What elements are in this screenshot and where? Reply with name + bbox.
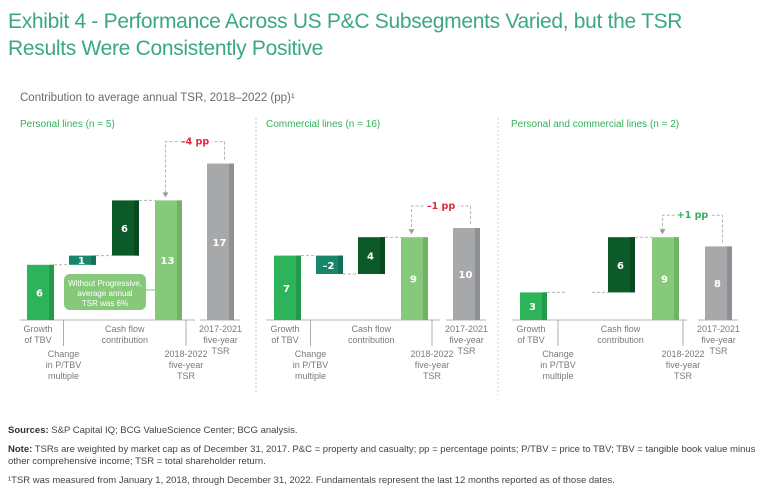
bar-cash-flow-shade — [134, 200, 139, 256]
chart-subtitle: Contribution to average annual TSR, 2018… — [20, 92, 295, 104]
footnote: ¹TSR was measured from January 1, 2018, … — [8, 475, 615, 486]
axis-label-change-ptbv: multiple — [295, 371, 326, 381]
bar-value-label: 8 — [714, 279, 721, 290]
axis-label-tsr-2018-2022: TSR — [674, 371, 693, 381]
axis-label-tsr-2017-2021: 2017-2021 — [445, 324, 488, 334]
axis-label-change-ptbv: multiple — [48, 371, 79, 381]
delta-label-bg — [675, 208, 710, 221]
axis-label-change-ptbv: Change — [542, 349, 574, 359]
axis-label-tsr-2017-2021: TSR — [458, 346, 477, 356]
sources-label: Sources: — [8, 425, 49, 436]
sources-note: Sources: S&P Capital IQ; BCG ValueScienc… — [8, 425, 763, 437]
panel-title-personal: Personal lines (n = 5) — [20, 119, 115, 130]
axis-label-tsr-2018-2022: five-year — [415, 360, 450, 370]
bar-value-label: 3 — [529, 302, 536, 313]
axis-label-change-ptbv: in P/TBV — [46, 360, 82, 370]
axis-label-change-ptbv: multiple — [542, 371, 573, 381]
note: Note: TSRs are weighted by market cap as… — [8, 444, 763, 468]
axis-label-change-ptbv: in P/TBV — [293, 360, 329, 370]
axis-label-tsr-2017-2021: five-year — [701, 335, 736, 345]
bar-value-label: 9 — [410, 275, 417, 286]
axis-label-tsr-2017-2021: TSR — [710, 346, 729, 356]
bar-value-label: 6 — [121, 224, 128, 235]
axis-label-cash-flow: Cash flow — [351, 324, 391, 334]
bar-value-label: 10 — [459, 270, 473, 281]
delta-label: –1 pp — [427, 201, 455, 212]
axis-label-tsr-2017-2021: 2017-2021 — [697, 324, 740, 334]
axis-label-change-ptbv: Change — [295, 349, 327, 359]
bar-tsr-2017-2021-shade — [229, 163, 234, 320]
bar-change-ptbv-shade — [338, 255, 343, 274]
title-line-1: Exhibit 4 - Performance Across US P&C Su… — [8, 10, 683, 33]
axis-label-growth-tbv: of TBV — [271, 335, 298, 345]
axis-label-growth-tbv: Growth — [516, 324, 545, 334]
axis-label-tsr-2017-2021: five-year — [203, 335, 238, 345]
callout-box — [64, 274, 146, 310]
bar-change-ptbv — [316, 255, 343, 274]
axis-label-tsr-2018-2022: five-year — [169, 360, 204, 370]
callout-text: Without Progressive, — [68, 279, 142, 288]
sources-text: S&P Capital IQ; BCG ValueScience Center;… — [48, 425, 298, 436]
note-text: TSRs are weighted by market cap as of De… — [8, 444, 756, 467]
axis-label-tsr-2018-2022: five-year — [666, 360, 701, 370]
bar-value-label: 7 — [283, 284, 290, 295]
axis-label-change-ptbv: in P/TBV — [540, 360, 576, 370]
axis-label-tsr-2018-2022: TSR — [177, 371, 196, 381]
axis-label-tsr-2017-2021: TSR — [212, 346, 231, 356]
panel-title-mixed: Personal and commercial lines (n = 2) — [511, 119, 680, 130]
delta-arrow-icon — [659, 229, 666, 235]
axis-label-cash-flow: Cash flow — [601, 324, 641, 334]
callout-text: average annual — [77, 289, 132, 298]
axis-label-growth-tbv: Growth — [23, 324, 52, 334]
delta-label-bg — [178, 134, 212, 147]
axis-label-tsr-2018-2022: 2018-2022 — [410, 349, 453, 359]
exhibit-title: Exhibit 4 - Performance Across US P&C Su… — [8, 8, 758, 62]
delta-arrow-icon — [408, 229, 415, 235]
bar-value-label: –2 — [323, 261, 335, 272]
delta-label: –4 pp — [181, 137, 209, 148]
bar-value-label: 0 — [574, 288, 581, 299]
bar-value-label: 1 — [78, 256, 85, 267]
axis-label-tsr-2017-2021: five-year — [449, 335, 484, 345]
delta-arrow-icon — [162, 192, 169, 198]
bar-tsr-2017-2021-shade — [727, 246, 732, 320]
bar-growth-tbv-shade — [542, 292, 547, 320]
panel-title-commercial: Commercial lines (n = 16) — [266, 119, 381, 130]
bar-change-ptbv — [69, 255, 96, 265]
bar-tsr-2018-2022-shade — [674, 237, 679, 320]
bar-value-label: 4 — [367, 252, 374, 263]
axis-label-cash-flow: contribution — [348, 335, 395, 345]
axis-label-cash-flow: contribution — [597, 335, 644, 345]
bar-change-ptbv-shade — [91, 255, 96, 265]
bar-growth-tbv-shade — [49, 264, 54, 320]
bar-cash-flow-shade — [380, 237, 385, 274]
axis-label-change-ptbv: Change — [48, 349, 80, 359]
note-label: Note: — [8, 444, 33, 455]
axis-label-cash-flow: Cash flow — [105, 324, 145, 334]
axis-label-growth-tbv: Growth — [270, 324, 299, 334]
delta-label-bg — [424, 199, 458, 211]
bar-growth-tbv-shade — [296, 255, 301, 320]
axis-label-tsr-2018-2022: TSR — [423, 371, 442, 381]
callout-text: TSR was 6% — [82, 299, 128, 308]
title-line-2: Results Were Consistently Positive — [8, 37, 324, 60]
axis-label-cash-flow: contribution — [101, 335, 148, 345]
bar-value-label: 13 — [161, 256, 175, 267]
bar-value-label: 17 — [213, 238, 227, 249]
bar-value-label: 6 — [617, 261, 624, 272]
bar-tsr-2018-2022-shade — [423, 237, 428, 320]
bar-value-label: 6 — [36, 288, 43, 299]
axis-label-tsr-2018-2022: 2018-2022 — [164, 349, 207, 359]
bar-tsr-2017-2021-shade — [475, 228, 480, 320]
axis-label-growth-tbv: of TBV — [517, 335, 544, 345]
bar-tsr-2018-2022-shade — [177, 200, 182, 320]
bar-cash-flow-shade — [630, 237, 635, 293]
axis-label-tsr-2017-2021: 2017-2021 — [199, 324, 242, 334]
delta-label: +1 pp — [677, 210, 709, 221]
bar-value-label: 9 — [661, 275, 668, 286]
axis-label-tsr-2018-2022: 2018-2022 — [661, 349, 704, 359]
axis-label-growth-tbv: of TBV — [24, 335, 51, 345]
